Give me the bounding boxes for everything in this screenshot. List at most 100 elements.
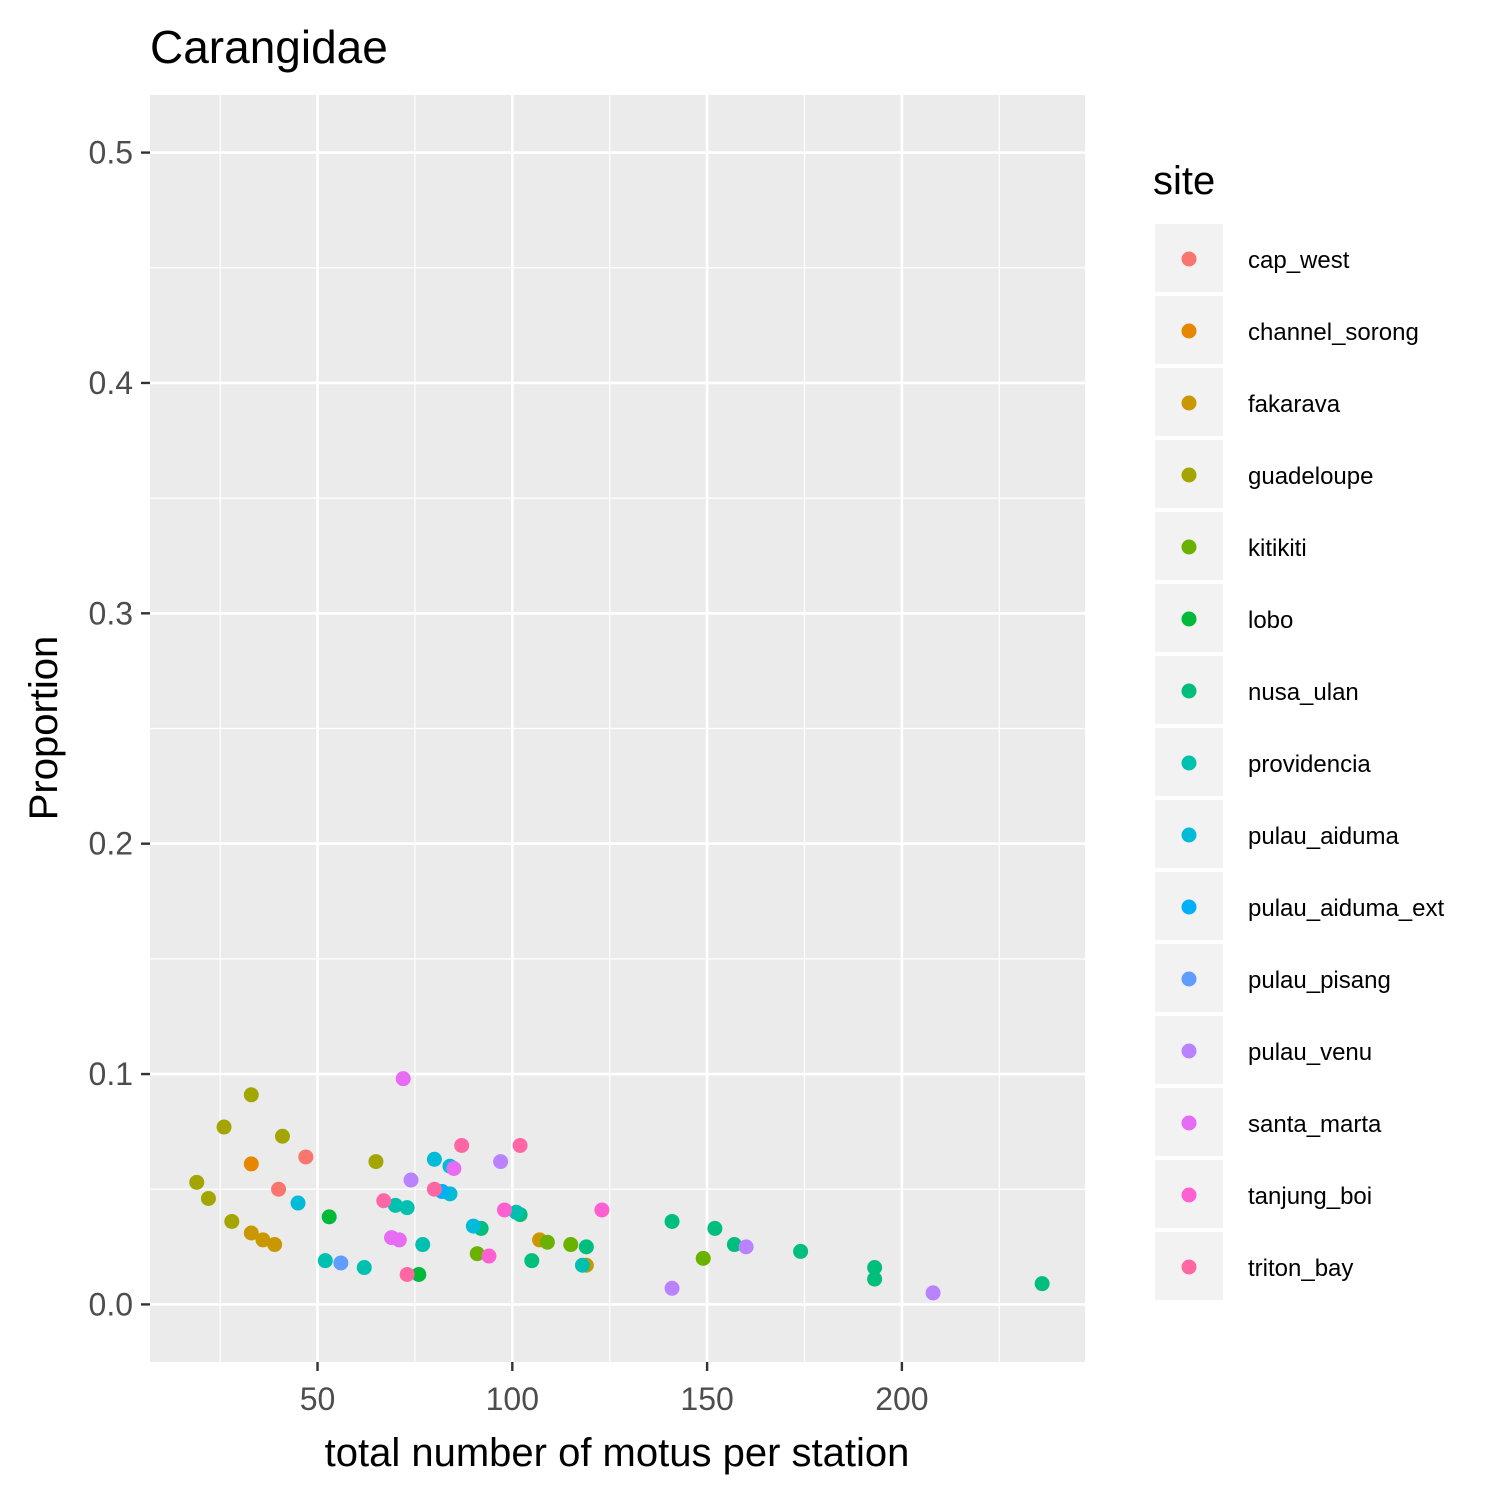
x-tick-label: 200 (875, 1381, 928, 1417)
legend-swatch-pulau_pisang (1181, 971, 1197, 987)
y-tick-label: 0.5 (89, 135, 133, 171)
legend-label-triton_bay: triton_bay (1248, 1255, 1353, 1282)
legend-item-pulau_aiduma: pulau_aiduma (1155, 800, 1399, 868)
point-guadeloupe (368, 1154, 384, 1170)
legend-swatch-providencia (1181, 755, 1197, 771)
point-triton_bay (512, 1137, 528, 1153)
y-tick-label: 0.0 (89, 1286, 133, 1322)
legend-items: cap_west channel_sorong fakarava guadeloupe… (1155, 224, 1444, 1300)
point-fakarava (267, 1237, 283, 1253)
legend-item-nusa_ulan: nusa_ulan (1155, 656, 1359, 724)
legend-title: site (1153, 159, 1215, 203)
point-fakarava (255, 1232, 271, 1248)
x-tick-label: 100 (486, 1381, 539, 1417)
point-guadeloupe (200, 1190, 216, 1206)
legend-swatch-channel_sorong (1181, 323, 1197, 339)
x-tick-label: 50 (300, 1381, 336, 1417)
point-pulau_pisang (333, 1255, 349, 1271)
legend-label-santa_marta: santa_marta (1248, 1111, 1382, 1138)
point-providencia (574, 1257, 590, 1273)
point-guadeloupe (216, 1119, 232, 1135)
y-tick-label: 0.1 (89, 1056, 133, 1092)
point-tanjung_boi (497, 1202, 513, 1218)
point-providencia (356, 1260, 372, 1276)
y-tick-label: 0.3 (89, 595, 133, 631)
point-nusa_ulan (867, 1271, 883, 1287)
point-lobo (411, 1266, 427, 1282)
point-kitikiti (539, 1234, 555, 1250)
legend-item-pulau_aiduma_ext: pulau_aiduma_ext (1155, 872, 1444, 940)
point-lobo (321, 1209, 337, 1225)
legend-label-guadeloupe: guadeloupe (1248, 463, 1373, 490)
legend-label-providencia: providencia (1248, 751, 1371, 778)
point-pulau_venu (925, 1285, 941, 1301)
point-guadeloupe (274, 1128, 290, 1144)
point-kitikiti (563, 1237, 579, 1253)
legend-label-pulau_venu: pulau_venu (1248, 1039, 1372, 1066)
y-tick-label: 0.2 (89, 826, 133, 862)
legend-swatch-triton_bay (1181, 1259, 1197, 1275)
point-pulau_venu (664, 1280, 680, 1296)
chart-title: Carangidae (150, 21, 388, 73)
point-nusa_ulan (524, 1253, 540, 1269)
legend-swatch-pulau_venu (1181, 1043, 1197, 1059)
point-nusa_ulan (578, 1239, 594, 1255)
legend-swatch-tanjung_boi (1181, 1187, 1197, 1203)
legend-item-lobo: lobo (1155, 584, 1293, 652)
point-nusa_ulan (867, 1260, 883, 1276)
point-triton_bay (399, 1266, 415, 1282)
legend-swatch-lobo (1181, 611, 1197, 627)
point-providencia (415, 1237, 431, 1253)
point-triton_bay (426, 1181, 442, 1197)
legend-label-tanjung_boi: tanjung_boi (1248, 1183, 1372, 1210)
legend-item-channel_sorong: channel_sorong (1155, 296, 1419, 364)
legend-item-pulau_pisang: pulau_pisang (1155, 944, 1391, 1012)
point-pulau_venu (403, 1172, 419, 1188)
x-tick-label: 150 (680, 1381, 733, 1417)
point-santa_marta (446, 1160, 462, 1176)
legend-swatch-cap_west (1181, 251, 1197, 267)
point-nusa_ulan (664, 1213, 680, 1229)
legend-swatch-guadeloupe (1181, 467, 1197, 483)
legend-swatch-pulau_aiduma (1181, 827, 1197, 843)
legend-swatch-fakarava (1181, 395, 1197, 411)
point-nusa_ulan (1034, 1276, 1050, 1292)
legend-label-pulau_aiduma: pulau_aiduma (1248, 823, 1399, 850)
point-fakarava (243, 1225, 259, 1241)
point-channel_sorong (243, 1156, 259, 1172)
legend-label-cap_west: cap_west (1248, 247, 1350, 274)
point-pulau_aiduma (290, 1195, 306, 1211)
major-gridlines (150, 95, 1085, 1362)
legend-item-tanjung_boi: tanjung_boi (1155, 1160, 1372, 1228)
point-tanjung_boi (481, 1248, 497, 1264)
point-santa_marta (391, 1232, 407, 1248)
point-cap_west (271, 1181, 287, 1197)
y-tick-label: 0.4 (89, 365, 133, 401)
point-pulau_venu (493, 1154, 509, 1170)
legend-item-fakarava: fakarava (1155, 368, 1341, 436)
point-triton_bay (376, 1193, 392, 1209)
legend-label-kitikiti: kitikiti (1248, 535, 1307, 562)
legend-item-guadeloupe: guadeloupe (1155, 440, 1373, 508)
point-pulau_aiduma (465, 1218, 481, 1234)
point-providencia (387, 1197, 403, 1213)
point-providencia (317, 1253, 333, 1269)
legend-swatch-santa_marta (1181, 1115, 1197, 1131)
legend-item-kitikiti: kitikiti (1155, 512, 1307, 580)
x-axis: 50 100 150 200 (300, 1362, 929, 1417)
point-providencia (399, 1200, 415, 1216)
legend-item-santa_marta: santa_marta (1155, 1088, 1382, 1156)
point-guadeloupe (189, 1174, 205, 1190)
minor-gridlines (150, 95, 1085, 1362)
point-pulau_aiduma (426, 1151, 442, 1167)
point-pulau_venu (738, 1239, 754, 1255)
legend-label-lobo: lobo (1248, 607, 1293, 634)
y-axis: 0.0 0.1 0.2 0.3 0.4 0.5 (89, 135, 150, 1322)
point-santa_marta (395, 1071, 411, 1087)
legend: site cap_west channel_sorong fakarava guade… (1153, 159, 1444, 1300)
point-nusa_ulan (707, 1220, 723, 1236)
legend-item-pulau_venu: pulau_venu (1155, 1016, 1372, 1084)
legend-swatch-pulau_aiduma_ext (1181, 899, 1197, 915)
legend-label-channel_sorong: channel_sorong (1248, 319, 1419, 346)
